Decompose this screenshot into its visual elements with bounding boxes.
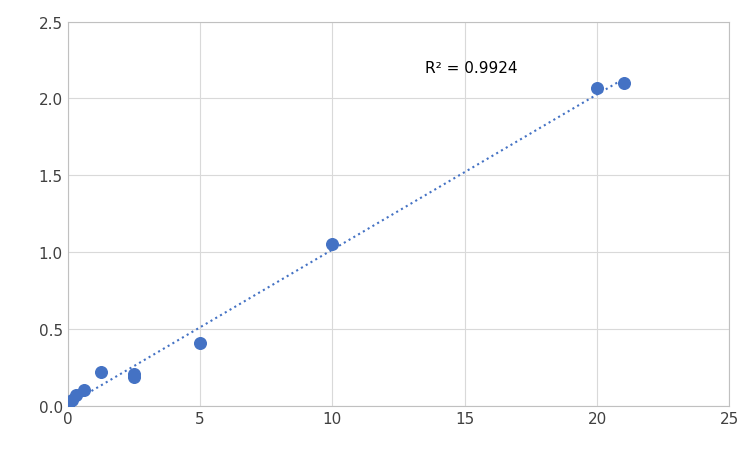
Point [62, 402, 74, 410]
Point [65, 396, 77, 403]
Point [194, 340, 206, 347]
Point [128, 370, 140, 377]
Point [326, 241, 338, 249]
Point [128, 373, 140, 380]
Text: R² = 0.9924: R² = 0.9924 [425, 61, 517, 76]
Point [78, 387, 90, 394]
Point [617, 80, 629, 87]
Point [591, 85, 603, 92]
Point [70, 391, 82, 399]
Point [95, 368, 107, 376]
